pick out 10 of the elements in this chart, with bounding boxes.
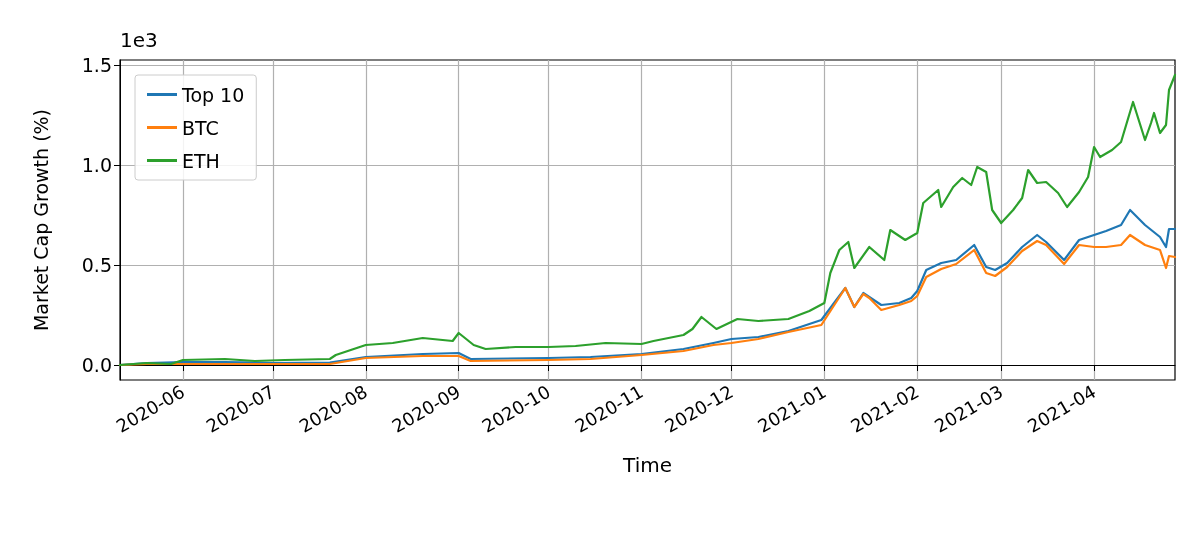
legend-label: ETH [182,149,220,172]
y-tick-label: 0.5 [81,254,112,276]
legend-label: BTC [182,116,219,139]
x-axis-title: Time [622,453,672,477]
y-axis-title: Market Cap Growth (%) [29,108,52,332]
y-tick-label: 1.5 [81,54,112,76]
legend-label: Top 10 [181,83,245,106]
y-tick-label: 1.0 [81,154,112,176]
text: 1e3 [120,28,158,52]
y-tick-label: 0.0 [81,354,112,376]
